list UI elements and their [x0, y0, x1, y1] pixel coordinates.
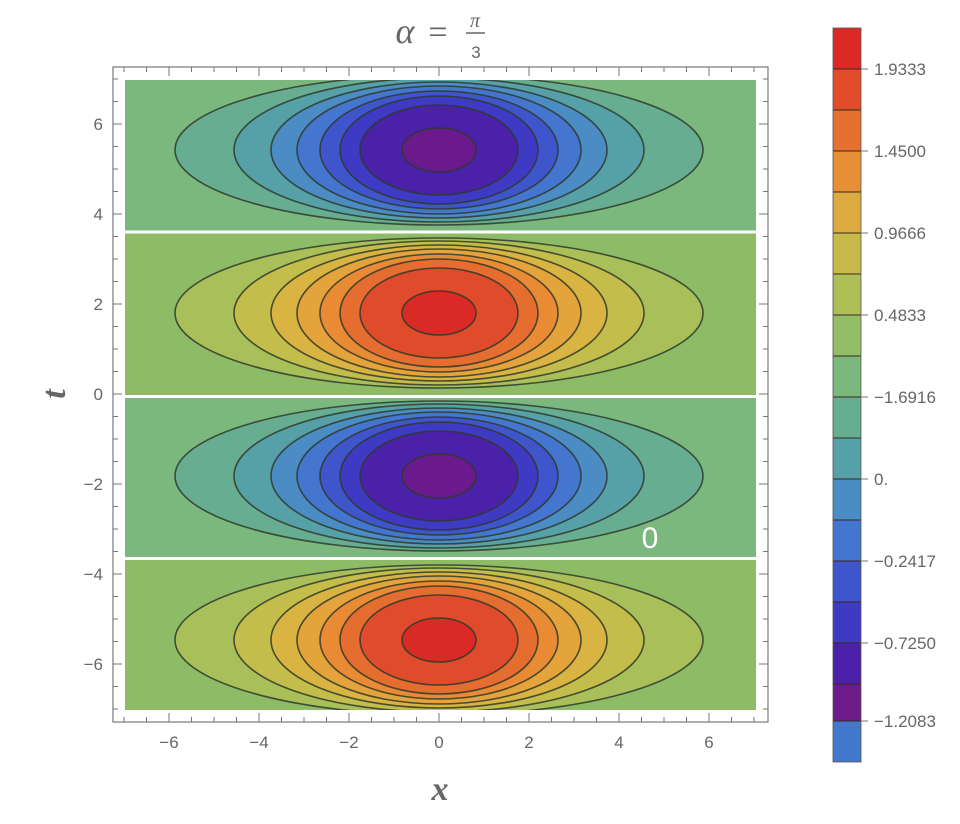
y-axis-ticks: [113, 78, 768, 710]
chart-title: α = π 3: [396, 10, 485, 62]
colorbar-swatch: [833, 479, 861, 520]
colorbar-swatch: [833, 192, 861, 233]
colorbar-tick-label: 1.9333: [874, 60, 926, 79]
x-axis-ticks: [123, 67, 755, 722]
plot-area: [125, 80, 756, 710]
colorbar-swatch: [833, 520, 861, 561]
contour-level-label: 0: [642, 522, 659, 555]
x-tick-label: 0: [434, 733, 443, 752]
colorbar-swatch: [833, 602, 861, 643]
colorbar-swatch: [833, 397, 861, 438]
colorbar-swatch: [833, 684, 861, 721]
colorbar-swatch: [833, 643, 861, 684]
zero-contour-lines: [125, 230, 756, 560]
x-tick-label: −2: [339, 733, 358, 752]
contour-level: [401, 453, 477, 499]
x-tick-label: −4: [249, 733, 268, 752]
title-numerator: π: [470, 10, 481, 32]
colorbar-swatch: [833, 28, 861, 69]
contour-band-trough: [125, 398, 756, 557]
contour-level: [401, 617, 477, 663]
colorbar-swatch: [833, 315, 861, 356]
colorbar-legend: 1.9333 1.4500 0.9666 0.4833 −1.6916 0. −0.2417…: [832, 27, 936, 763]
x-tick-label: 4: [614, 733, 623, 752]
x-tick-label: 6: [704, 733, 713, 752]
x-axis-tick-labels: −6 −4 −2 0 2 4 6: [159, 733, 713, 752]
colorbar-swatch: [833, 233, 861, 274]
x-tick-label: −6: [159, 733, 178, 752]
colorbar-swatch: [833, 561, 861, 602]
y-tick-label: −6: [84, 655, 103, 674]
colorbar-tick-label: −1.2083: [874, 712, 936, 731]
contour-band-peak: [125, 560, 756, 710]
contour-level: [401, 290, 477, 336]
y-tick-label: 6: [94, 115, 103, 134]
colorbar-swatch: [833, 438, 861, 479]
colorbar-swatch: [833, 721, 861, 762]
y-axis-label: t: [36, 388, 73, 399]
contour-band-peak: [125, 233, 756, 395]
title-equals: =: [428, 14, 447, 51]
colorbar-tick-label: −0.7250: [874, 634, 936, 653]
colorbar-swatch: [833, 110, 861, 151]
colorbar-tick-label: 1.4500: [874, 142, 926, 161]
y-tick-label: 0: [94, 385, 103, 404]
colorbar-swatch: [833, 356, 861, 397]
colorbar-swatch: [833, 151, 861, 192]
title-lhs: α: [396, 11, 416, 51]
colorbar-tick-label: 0.4833: [874, 306, 926, 325]
colorbar-swatch: [833, 69, 861, 110]
colorbar-swatch: [833, 274, 861, 315]
y-tick-label: 4: [94, 205, 103, 224]
contour-level: [401, 127, 477, 173]
x-tick-label: 2: [524, 733, 533, 752]
colorbar-tick-label: 0.: [874, 470, 888, 489]
y-tick-label: 2: [94, 295, 103, 314]
y-tick-label: −2: [84, 475, 103, 494]
colorbar-tick-label: 0.9666: [874, 224, 926, 243]
colorbar-tick-label: −1.6916: [874, 388, 936, 407]
colorbar-tick-label: −0.2417: [874, 552, 936, 571]
x-axis-label: x: [431, 771, 449, 808]
y-tick-label: −4: [84, 565, 103, 584]
title-denominator: 3: [471, 43, 480, 62]
contour-band-trough: [125, 80, 756, 231]
y-axis-tick-labels: 6 4 2 0 −2 −4 −6: [84, 115, 103, 674]
